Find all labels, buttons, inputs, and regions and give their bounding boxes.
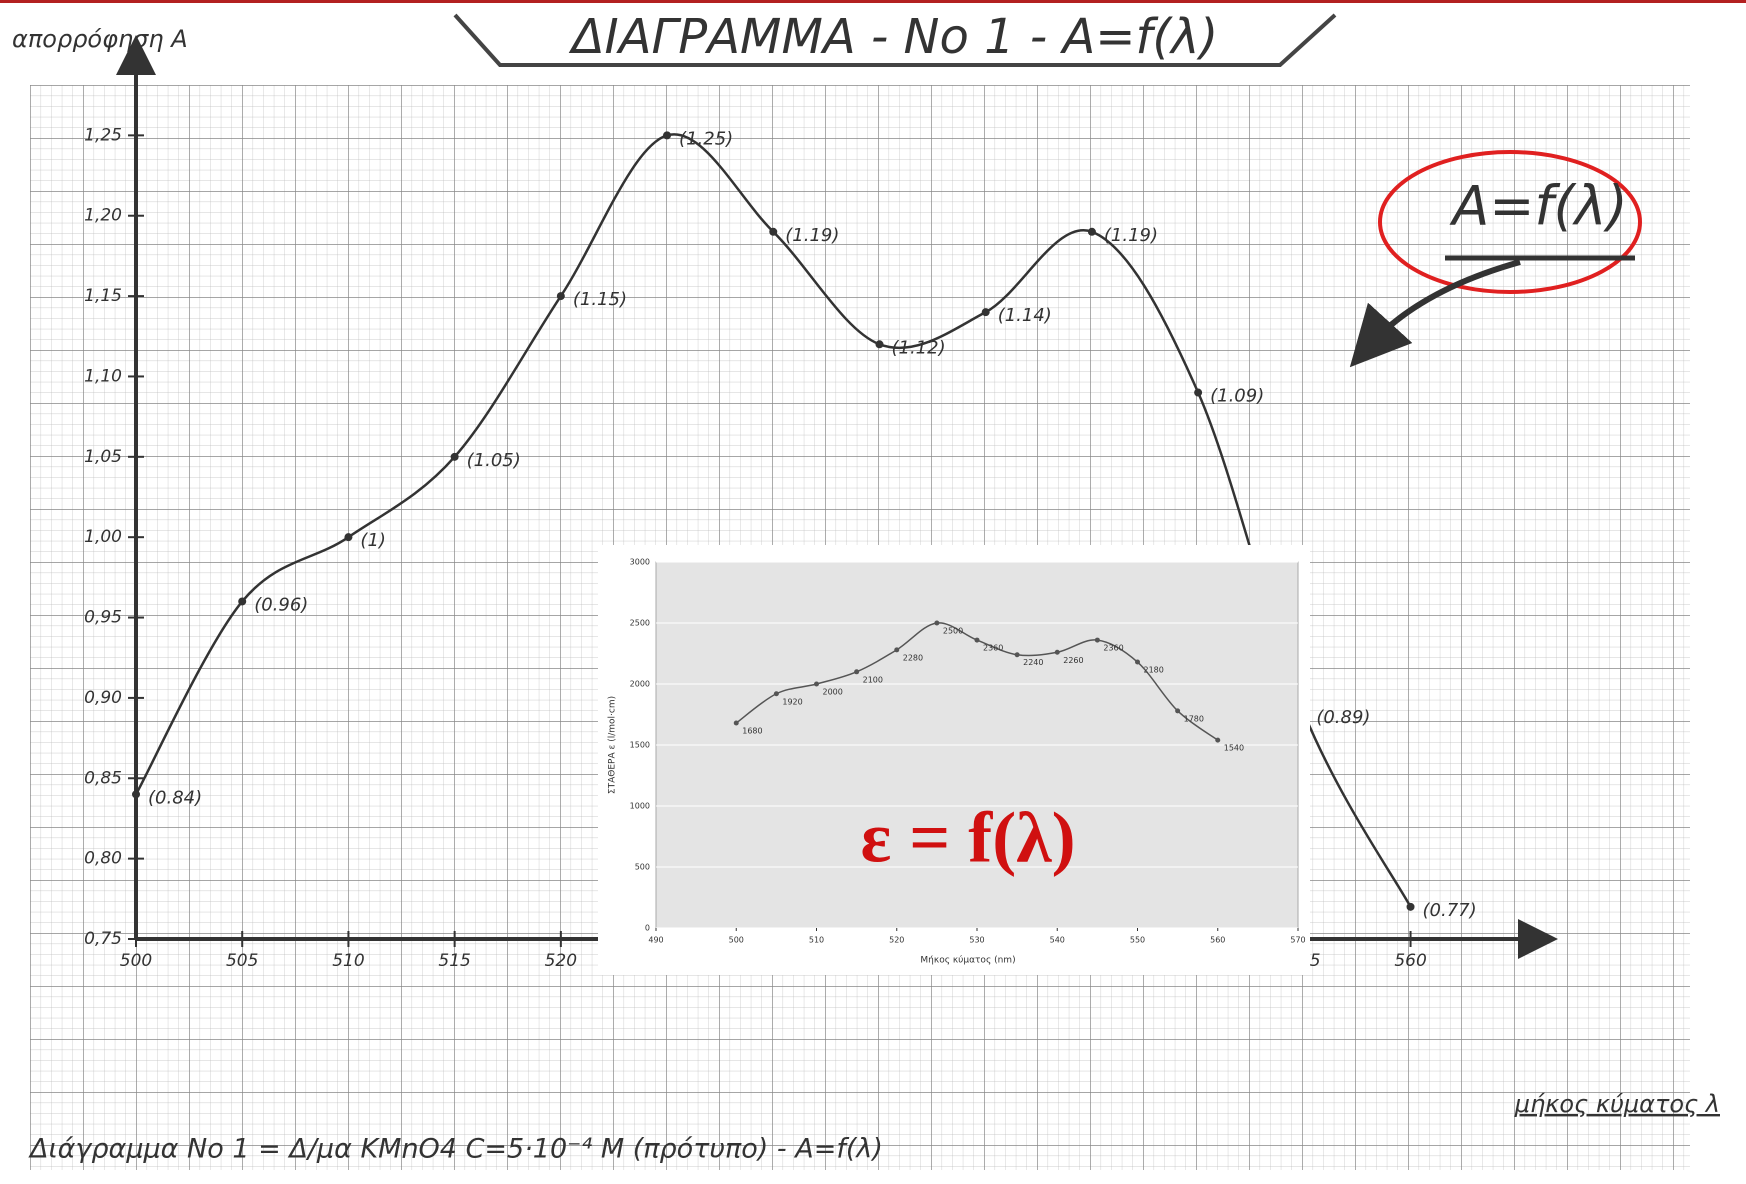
data-label: (0.89) bbox=[1316, 707, 1370, 728]
x-tick-label: 505 bbox=[226, 951, 258, 971]
data-point bbox=[981, 308, 990, 317]
y-tick-label: 2000 bbox=[630, 680, 650, 689]
top-border bbox=[0, 0, 1746, 3]
data-point bbox=[238, 597, 247, 606]
data-label: 2360 bbox=[983, 644, 1003, 653]
data-label: (1.15) bbox=[573, 289, 627, 310]
y-tick-label: 0,90 bbox=[84, 688, 122, 708]
data-point bbox=[974, 637, 980, 643]
annotation-arrow bbox=[1349, 259, 1521, 368]
inset-title: ε = f(λ) bbox=[860, 798, 1075, 878]
y-tick-label: 2500 bbox=[630, 619, 650, 628]
data-point bbox=[875, 340, 884, 349]
data-label: (0.84) bbox=[148, 787, 202, 808]
data-label: 2280 bbox=[903, 653, 923, 662]
x-tick-label: 500 bbox=[729, 936, 744, 945]
annotation: A=f(λ) bbox=[1449, 175, 1627, 238]
data-point bbox=[1215, 737, 1221, 743]
y-tick-label: 0,95 bbox=[84, 608, 122, 628]
data-point bbox=[1135, 659, 1140, 665]
x-tick-label: 520 bbox=[889, 936, 904, 945]
y-tick-label: 0,85 bbox=[84, 768, 122, 788]
y-tick-label: 1,25 bbox=[84, 125, 122, 145]
x-axis-label: μήκος κύματος λ bbox=[1514, 1090, 1720, 1118]
data-point bbox=[934, 620, 940, 626]
y-tick-label: 1,05 bbox=[84, 447, 122, 467]
y-tick-label: 0,75 bbox=[84, 929, 122, 949]
data-point bbox=[663, 131, 672, 140]
x-tick-label: 550 bbox=[1130, 936, 1145, 945]
data-label: (1.19) bbox=[785, 225, 839, 246]
y-tick-label: 1,10 bbox=[84, 366, 122, 386]
data-point bbox=[733, 720, 739, 726]
data-point bbox=[854, 669, 860, 675]
y-tick-label: 3000 bbox=[630, 558, 650, 567]
x-tick-label: 570 bbox=[1290, 936, 1305, 945]
data-label: 2240 bbox=[1023, 658, 1043, 667]
data-point bbox=[814, 681, 819, 687]
data-point bbox=[1175, 708, 1181, 714]
data-point bbox=[1094, 637, 1100, 643]
data-label: 2000 bbox=[823, 688, 843, 697]
title-frame bbox=[453, 13, 1337, 67]
y-tick-label: 0,80 bbox=[84, 849, 122, 869]
data-label: 1540 bbox=[1224, 744, 1244, 753]
data-label: (1.25) bbox=[679, 128, 733, 149]
data-label: 2260 bbox=[1063, 656, 1083, 665]
data-label: (1.19) bbox=[1104, 225, 1158, 246]
data-label: 1680 bbox=[742, 727, 762, 736]
y-tick-label: 1,20 bbox=[84, 206, 122, 226]
data-point bbox=[450, 452, 459, 461]
data-label: (1.12) bbox=[891, 337, 945, 358]
data-point bbox=[132, 790, 140, 799]
x-tick-label: 490 bbox=[648, 936, 663, 945]
data-point bbox=[1087, 227, 1096, 236]
x-tick-label: 510 bbox=[332, 951, 364, 971]
data-label: 2100 bbox=[863, 675, 883, 684]
x-tick-label: 500 bbox=[120, 951, 152, 971]
y-tick-label: 0 bbox=[645, 924, 650, 933]
x-tick-label: 520 bbox=[545, 951, 577, 971]
x-tick-label: 540 bbox=[1050, 936, 1065, 945]
data-label: (1.14) bbox=[998, 305, 1052, 326]
annotation-ellipse bbox=[1378, 150, 1642, 294]
data-label: 2180 bbox=[1144, 666, 1164, 675]
data-point bbox=[344, 533, 353, 542]
data-point bbox=[1014, 652, 1020, 658]
y-axis-label: απορρόφηση A bbox=[12, 25, 188, 53]
data-point bbox=[556, 292, 565, 301]
data-point bbox=[773, 691, 779, 697]
data-label: 1780 bbox=[1184, 714, 1204, 723]
y-tick-label: 1000 bbox=[630, 802, 650, 811]
y-tick-label: 500 bbox=[635, 863, 650, 872]
data-label: 2360 bbox=[1103, 644, 1123, 653]
x-tick-label: 560 bbox=[1210, 936, 1225, 945]
data-label: (1.05) bbox=[467, 450, 521, 471]
chart-title: ΔΙΑΓΡΑΜΜΑ - Νο 1 - A=f(λ) bbox=[568, 9, 1219, 65]
data-label: (1) bbox=[360, 530, 386, 551]
data-label: 2500 bbox=[943, 627, 963, 636]
data-point bbox=[1194, 388, 1203, 397]
y-tick-label: 1500 bbox=[630, 741, 650, 750]
data-label: 1920 bbox=[782, 697, 802, 706]
data-label: (0.96) bbox=[254, 594, 308, 615]
caption: Διάγραμμα Νο 1 = Δ/μα KMnO4 C=5·10⁻⁴ M (… bbox=[28, 1134, 883, 1165]
data-point bbox=[1406, 902, 1415, 911]
x-tick-label: 530 bbox=[969, 936, 984, 945]
data-point bbox=[769, 227, 778, 236]
x-tick-label: 515 bbox=[438, 951, 470, 971]
data-point bbox=[1054, 649, 1060, 655]
y-tick-label: 1,15 bbox=[84, 286, 122, 306]
inset-x-label: Μήκος κύματος (nm) bbox=[920, 955, 1015, 966]
y-tick-label: 1,00 bbox=[84, 527, 122, 547]
data-label: (1.09) bbox=[1210, 386, 1264, 407]
x-tick-label: 510 bbox=[809, 936, 824, 945]
data-label: (0.77) bbox=[1423, 900, 1477, 921]
x-tick-label: 560 bbox=[1394, 951, 1426, 971]
data-point bbox=[894, 647, 900, 653]
inset-y-label: ΣΤΑΘΕΡΑ ε (l/mol·cm) bbox=[608, 696, 618, 794]
